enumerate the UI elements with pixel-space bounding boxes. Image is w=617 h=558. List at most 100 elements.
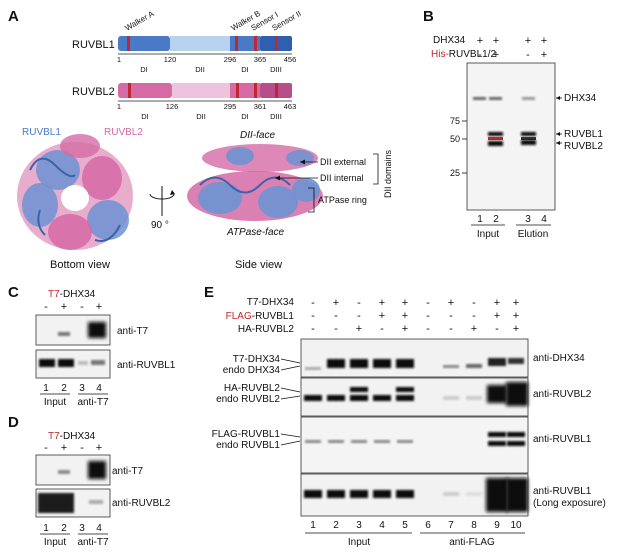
- lane-number: 3: [525, 214, 531, 225]
- gel-band: [373, 490, 391, 498]
- b-group-input: Input: [477, 229, 499, 240]
- e-blot-label-1: anti-DHX34: [533, 353, 585, 364]
- atpase-face-label: ATPase-face: [226, 227, 284, 238]
- e-left-label-3: HA-RUVBL2: [224, 383, 281, 394]
- sign: -: [426, 323, 430, 335]
- sign: -: [334, 310, 338, 322]
- d-blot-anti-t7: [35, 454, 111, 486]
- gel-band: [351, 440, 367, 443]
- lane-number: 4: [96, 523, 102, 534]
- gel-band: [396, 395, 414, 401]
- gel-band: [373, 359, 391, 368]
- ruvbl2-domain-1: DI: [141, 112, 149, 121]
- sign: -: [44, 442, 48, 454]
- sign: -: [449, 323, 453, 335]
- lane-number: 2: [493, 214, 499, 225]
- gel-band: [488, 441, 506, 446]
- ruvbl1-num-4: 365: [254, 55, 267, 64]
- bottom-view-label: Bottom view: [50, 259, 110, 271]
- gel-band: [397, 440, 413, 443]
- walker-a-label: Walker A: [124, 9, 157, 33]
- e-left-label-2: endo DHX34: [223, 365, 281, 376]
- sign: +: [513, 310, 519, 322]
- sign: -: [449, 310, 453, 322]
- gel-band: [327, 359, 345, 368]
- sign: +: [356, 323, 362, 335]
- sign: +: [541, 49, 547, 61]
- sign: -: [357, 310, 361, 322]
- e-blot-anti-ruvbl2: [300, 377, 529, 417]
- b-group-elution: Elution: [518, 229, 549, 240]
- d-blot-label-2: anti-RUVBL2: [112, 498, 171, 509]
- lane-number: 10: [510, 520, 522, 531]
- walker-a-motif: [127, 36, 130, 51]
- e-signs: - + - + + - + - + +- - - + + - - - + +- - + - + - - + - +: [311, 297, 519, 335]
- ruvbl2-domain-3: DI: [241, 112, 249, 121]
- d-group-ip: anti-T7: [77, 537, 109, 548]
- sign: -: [472, 297, 476, 309]
- lane-number: 8: [471, 520, 477, 531]
- b-row2-label: His-RUVBL1/2: [431, 49, 496, 60]
- ruvbl1-domain-4: DIII: [270, 65, 282, 74]
- dii-external-label: DII external: [320, 157, 366, 167]
- ruvbl1-num-3: 296: [224, 55, 237, 64]
- lane-number: 1: [310, 520, 316, 531]
- sign: +: [448, 297, 454, 309]
- sign: -: [526, 49, 530, 61]
- sign: +: [61, 442, 67, 454]
- sensor-i-motif: [254, 36, 257, 51]
- e-blot-label-2: anti-RUVBL2: [533, 389, 592, 400]
- e-left-label-6: endo RUVBL1: [216, 440, 280, 451]
- c-group-input: Input: [44, 397, 66, 408]
- dii-domains-label: DII domains: [383, 149, 393, 198]
- b-row1-label: DHX34: [433, 35, 466, 46]
- sign: -: [357, 297, 361, 309]
- ruvbl2-domain-2: DII: [196, 112, 206, 121]
- c-header: T7-DHX34: [48, 289, 96, 300]
- sign: +: [96, 442, 102, 454]
- gel-band: [373, 395, 391, 401]
- e-row2-label: FLAG-RUVBL1: [226, 311, 295, 322]
- b-mw-75: 75: [450, 116, 460, 126]
- struct-ruvbl1-label: RUVBL1: [22, 127, 61, 138]
- e-blot-label-4: anti-RUVBL1: [533, 486, 592, 497]
- gel-band: [466, 492, 482, 496]
- lane-number: 5: [402, 520, 408, 531]
- gel-band: [304, 490, 322, 498]
- gel-band: [487, 385, 507, 403]
- gel-band: [466, 396, 482, 400]
- side-view-label: Side view: [235, 259, 282, 271]
- e-group-input: Input: [348, 537, 370, 548]
- b-band-ruvbl2: RUVBL2: [564, 141, 603, 152]
- sign: -: [311, 297, 315, 309]
- b-mw-25: 25: [450, 168, 460, 178]
- ruvbl2-num-1: 1: [117, 102, 121, 111]
- struct-ruvbl2-label: RUVBL2: [104, 127, 143, 138]
- b-gel: [466, 62, 556, 211]
- lane-number: 6: [425, 520, 431, 531]
- c-group-ip: anti-T7: [77, 397, 109, 408]
- c-blot-anti-t7: [35, 314, 111, 346]
- rotation-icon: [149, 186, 175, 216]
- side-view-structure: [187, 144, 323, 221]
- panel-e-label: E: [204, 284, 214, 301]
- panel-c-label: C: [8, 284, 19, 301]
- gel-band: [443, 492, 459, 496]
- sign: +: [333, 297, 339, 309]
- panel-a: A Walker A Walker B Sensor I Sensor II R…: [8, 8, 393, 271]
- e-left-label-5: FLAG-RUVBL1: [212, 429, 281, 440]
- sign: -: [334, 323, 338, 335]
- gel-band: [305, 367, 321, 370]
- gel-band: [396, 490, 414, 498]
- ruvbl1-name: RUVBL1: [72, 39, 115, 51]
- lane-number: 9: [494, 520, 500, 531]
- sign: +: [493, 49, 499, 61]
- sign: -: [80, 301, 84, 313]
- sign: -: [311, 310, 315, 322]
- gel-band: [486, 478, 508, 512]
- sign: +: [471, 323, 477, 335]
- gel-band: [350, 359, 368, 368]
- ruvbl2-num-3: 295: [224, 102, 237, 111]
- lane-number: 2: [333, 520, 339, 531]
